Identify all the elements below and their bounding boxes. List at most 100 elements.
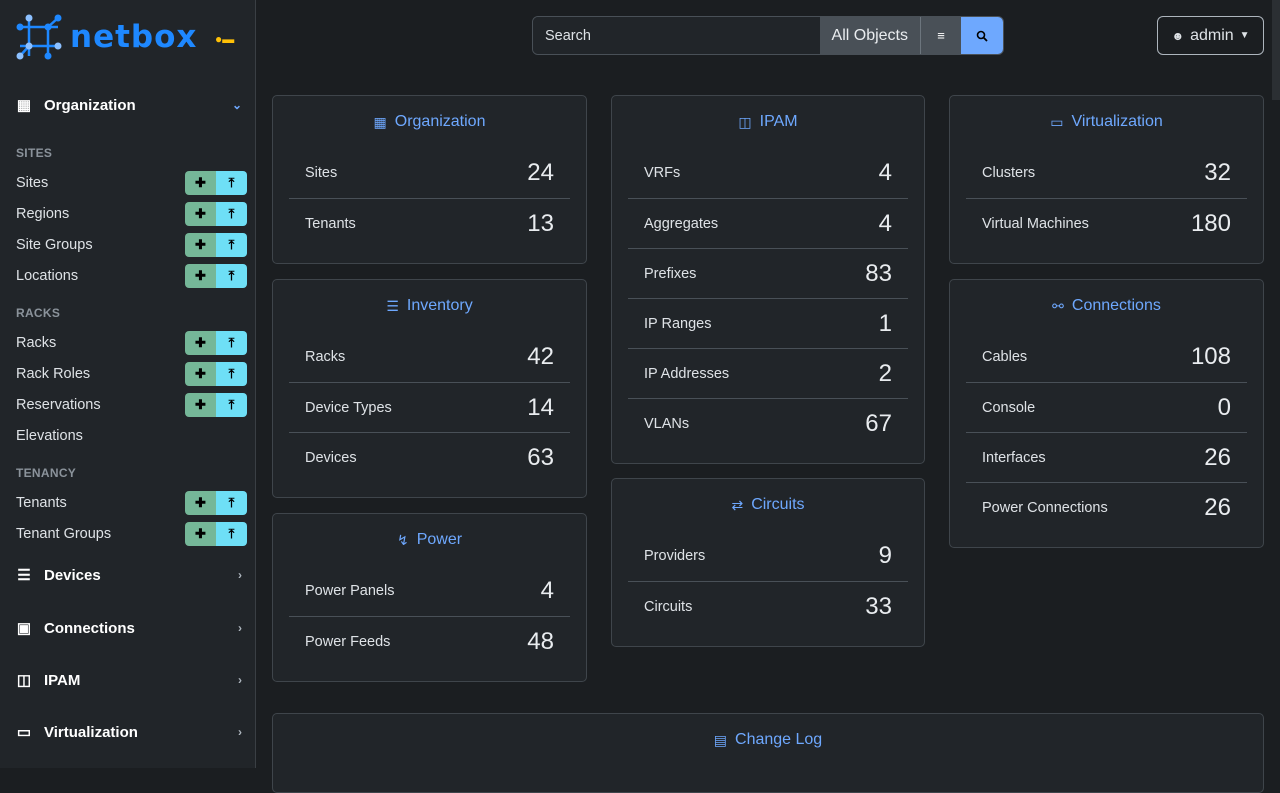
add-button[interactable]: ✚ xyxy=(185,233,216,257)
import-button[interactable]: ⤒ xyxy=(216,233,247,257)
card-title[interactable]: IPAM xyxy=(759,113,798,130)
add-button[interactable]: ✚ xyxy=(185,362,216,386)
card-title[interactable]: Inventory xyxy=(406,297,473,314)
card-row[interactable]: Tenants 13 xyxy=(289,198,570,248)
add-button[interactable]: ✚ xyxy=(185,491,216,515)
row-label: Prefixes xyxy=(644,265,697,282)
nav-devices[interactable]: ☰ Devices › xyxy=(14,565,242,585)
row-label: Clusters xyxy=(982,165,1036,181)
sidebar-item[interactable]: Regions ✚ ⤒ xyxy=(16,202,247,226)
row-label: Racks xyxy=(305,349,346,365)
sidebar-item[interactable]: Tenants ✚ ⤒ xyxy=(16,491,247,515)
import-button[interactable]: ⤒ xyxy=(216,202,247,226)
sidebar-item[interactable]: Racks ✚ ⤒ xyxy=(16,331,247,355)
add-button[interactable]: ✚ xyxy=(185,393,216,417)
sidebar: netbox ●▬ ▦ Organization ⌄ SITES Sites ✚ ⤒ Regi… xyxy=(0,0,256,768)
add-button[interactable]: ✚ xyxy=(185,171,216,195)
nav-label: Virtualization xyxy=(44,723,138,741)
row-label: Sites xyxy=(305,165,338,181)
sidebar-item[interactable]: Elevations xyxy=(16,424,247,448)
row-count: 2 xyxy=(878,359,892,387)
nav-virtualization[interactable]: ▭ Virtualization › xyxy=(14,722,242,742)
card-title[interactable]: Connections xyxy=(1071,297,1161,314)
row-label: Interfaces xyxy=(982,449,1046,466)
chevron-right-icon: › xyxy=(238,621,242,635)
user-menu-button[interactable]: ☻ admin ▼ xyxy=(1157,16,1264,55)
card-title[interactable]: Power xyxy=(416,531,463,548)
sidebar-item[interactable]: Site Groups ✚ ⤒ xyxy=(16,233,247,257)
card-virtualization: ▭ Virtualization Clusters 32 Virtual Machine… xyxy=(949,95,1264,264)
pin-icon[interactable]: ●▬ xyxy=(215,32,235,46)
row-label: IP Ranges xyxy=(644,315,712,332)
card-row[interactable]: VRFs 4 xyxy=(628,148,908,198)
row-count: 180 xyxy=(1190,209,1231,237)
row-label: Device Types xyxy=(305,399,392,416)
card-row[interactable]: IP Addresses 2 xyxy=(628,348,908,398)
row-count: 67 xyxy=(865,409,892,437)
search-input[interactable] xyxy=(533,17,820,54)
card-row[interactable]: Prefixes 83 xyxy=(628,248,908,298)
sidebar-item[interactable]: Locations ✚ ⤒ xyxy=(16,264,247,288)
card-row[interactable]: Power Panels 4 xyxy=(289,566,570,616)
search-scope-select[interactable]: All Objects xyxy=(819,17,921,54)
import-button[interactable]: ⤒ xyxy=(216,491,247,515)
netbox-logo[interactable]: netbox xyxy=(16,14,197,60)
card-row[interactable]: Sites 24 xyxy=(289,148,570,198)
row-count: 42 xyxy=(527,343,554,370)
card-row[interactable]: Interfaces 26 xyxy=(966,432,1247,482)
search-button[interactable] xyxy=(961,17,1003,54)
card-row[interactable]: VLANs 67 xyxy=(628,398,908,448)
card-connections: ⚯ Connections Cables 108 Console 0 Interfaces 2… xyxy=(949,279,1264,548)
card-row[interactable]: Power Feeds 48 xyxy=(289,616,570,666)
nav-connections[interactable]: ▣ Connections › xyxy=(14,618,242,638)
scrollbar[interactable] xyxy=(1272,0,1280,100)
row-label: Devices xyxy=(305,449,357,466)
card-row[interactable]: Clusters 32 xyxy=(966,148,1247,198)
brand-name: netbox xyxy=(70,19,198,55)
card-title[interactable]: Circuits xyxy=(751,496,805,513)
server-icon: ☰ xyxy=(17,567,31,584)
nav-label: Devices xyxy=(44,566,101,584)
card-row[interactable]: Devices 63 xyxy=(289,432,570,482)
card-row[interactable]: IP Ranges 1 xyxy=(628,298,908,348)
nav-ipam[interactable]: ◫ IPAM › xyxy=(14,670,242,690)
row-label: Virtual Machines xyxy=(982,215,1089,232)
card-title[interactable]: Organization xyxy=(394,113,486,130)
sidebar-item-label: Locations xyxy=(16,268,79,284)
import-button[interactable]: ⤒ xyxy=(216,362,247,386)
add-button[interactable]: ✚ xyxy=(185,522,216,546)
card-row[interactable]: Virtual Machines 180 xyxy=(966,198,1247,248)
add-button[interactable]: ✚ xyxy=(185,264,216,288)
import-button[interactable]: ⤒ xyxy=(216,171,247,195)
row-count: 4 xyxy=(878,159,892,186)
import-button[interactable]: ⤒ xyxy=(216,264,247,288)
row-count: 9 xyxy=(878,542,892,569)
card-row[interactable]: Aggregates 4 xyxy=(628,198,908,248)
card-row[interactable]: Racks 42 xyxy=(289,332,570,382)
card-change-log: ▤ Change Log xyxy=(272,713,1264,793)
card-title[interactable]: Change Log xyxy=(735,731,823,748)
import-button[interactable]: ⤒ xyxy=(216,331,247,355)
card-row[interactable]: Console 0 xyxy=(966,382,1247,432)
sidebar-item[interactable]: Rack Roles ✚ ⤒ xyxy=(16,362,247,386)
add-button[interactable]: ✚ xyxy=(185,202,216,226)
card-row[interactable]: Cables 108 xyxy=(966,332,1247,382)
row-count: 32 xyxy=(1204,159,1231,186)
nav-organization[interactable]: ▦ Organization ⌄ xyxy=(14,95,242,115)
row-count: 14 xyxy=(527,393,554,421)
filter-button[interactable]: ≡ xyxy=(921,17,961,54)
card-row[interactable]: Power Connections 26 xyxy=(966,482,1247,532)
card-title[interactable]: Virtualization xyxy=(1071,113,1163,130)
import-button[interactable]: ⤒ xyxy=(216,522,247,546)
card-row[interactable]: Device Types 14 xyxy=(289,382,570,432)
row-count: 48 xyxy=(527,627,554,655)
sidebar-item[interactable]: Tenant Groups ✚ ⤒ xyxy=(16,522,247,546)
add-button[interactable]: ✚ xyxy=(185,331,216,355)
card-row[interactable]: Circuits 33 xyxy=(628,581,908,631)
row-count: 63 xyxy=(527,443,554,471)
sidebar-item[interactable]: Reservations ✚ ⤒ xyxy=(16,393,247,417)
card-ipam: ◫ IPAM VRFs 4 Aggregates 4 Prefixes 83 IP Ranges… xyxy=(611,95,925,464)
sidebar-item[interactable]: Sites ✚ ⤒ xyxy=(16,171,247,195)
card-row[interactable]: Providers 9 xyxy=(628,531,908,581)
import-button[interactable]: ⤒ xyxy=(216,393,247,417)
